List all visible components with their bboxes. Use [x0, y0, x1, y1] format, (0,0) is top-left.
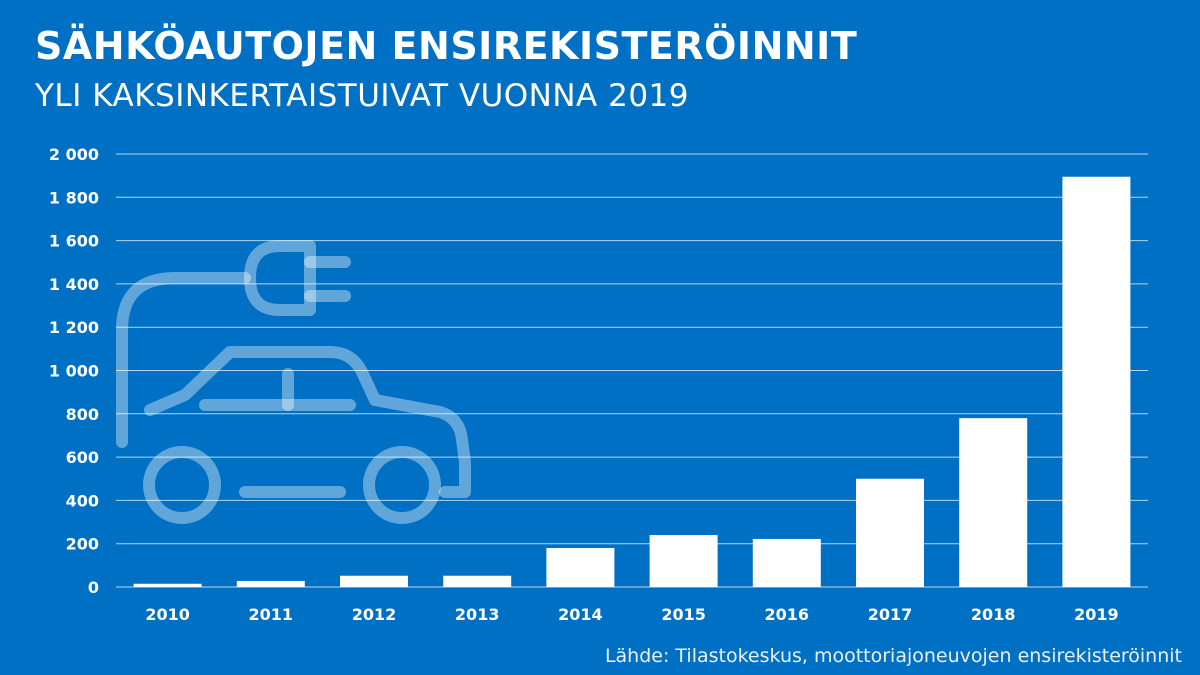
x-tick-label: 2010: [145, 605, 190, 624]
electric-car-plug-icon: [116, 240, 471, 524]
bar-2013: [443, 575, 512, 587]
y-tick-label: 1 400: [49, 275, 99, 294]
x-tick-label: 2018: [971, 605, 1016, 624]
source-note: Lähde: Tilastokeskus, moottoriajoneuvoje…: [604, 645, 1182, 667]
bar-2015: [649, 535, 718, 587]
x-tick-label: 2015: [661, 605, 706, 624]
chart-subtitle: YLI KAKSINKERTAISTUIVAT VUONNA 2019: [35, 78, 689, 114]
chart-title: SÄHKÖAUTOJEN ENSIREKISTERÖINNIT: [35, 24, 858, 68]
y-tick-label: 800: [66, 405, 99, 424]
bar-2017: [856, 478, 924, 587]
y-tick-label: 1 000: [49, 362, 99, 381]
x-tick-label: 2016: [765, 605, 810, 624]
y-tick-label: 2 000: [49, 145, 99, 164]
bar-2012: [340, 575, 408, 587]
x-tick-label: 2012: [352, 605, 397, 624]
bar-2016: [752, 538, 821, 587]
y-tick-label: 0: [88, 578, 99, 597]
bar-2018: [959, 418, 1028, 587]
bar-2014: [546, 548, 615, 587]
bar-2010: [133, 583, 202, 587]
x-tick-label: 2014: [558, 605, 603, 624]
y-tick-label: 1 600: [49, 232, 99, 251]
bar-2019: [1062, 176, 1131, 588]
x-tick-label: 2019: [1074, 605, 1119, 624]
x-tick-label: 2011: [249, 605, 294, 624]
y-tick-label: 600: [66, 448, 99, 467]
y-tick-label: 400: [66, 491, 99, 510]
bar-2011: [236, 580, 305, 587]
y-tick-label: 1 200: [49, 318, 99, 337]
y-tick-label: 1 800: [49, 188, 99, 207]
x-tick-label: 2017: [868, 605, 913, 624]
y-tick-label: 200: [66, 535, 99, 554]
x-tick-label: 2013: [455, 605, 500, 624]
